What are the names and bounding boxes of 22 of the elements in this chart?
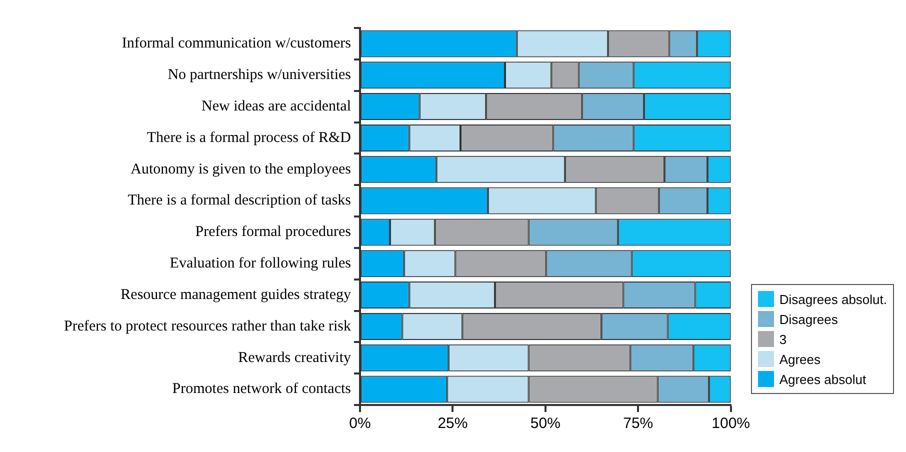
y-tick-label: Evaluation for following rules bbox=[170, 256, 352, 272]
y-tick-label: There is a formal process of R&D bbox=[146, 130, 352, 146]
y-tick-label: Rewards creativity bbox=[238, 350, 352, 366]
y-tick-label: Informal communication w/customers bbox=[122, 36, 352, 52]
y-tick-label: There is a formal description of tasks bbox=[128, 192, 352, 209]
legend-label: 3 bbox=[779, 332, 787, 346]
x-tick-label: 100% bbox=[712, 415, 750, 432]
y-tick-label: Prefers formal procedures bbox=[195, 224, 352, 240]
y-tick-label: No partnerships w/universities bbox=[168, 67, 352, 84]
x-tick-label: 75% bbox=[623, 415, 654, 432]
legend-label: Agrees absolut bbox=[779, 372, 866, 386]
legend-label: Disagrees absolut. bbox=[779, 292, 887, 306]
x-tick-label: 25% bbox=[438, 415, 468, 432]
y-tick-label: Prefers to protect resources rather than take risk bbox=[64, 318, 352, 334]
y-tick-label: Promotes network of contacts bbox=[172, 381, 352, 398]
y-tick-label: Resource management guides strategy bbox=[120, 286, 352, 303]
x-tick-label: 50% bbox=[530, 415, 560, 432]
legend-label: Disagrees bbox=[779, 312, 838, 326]
x-tick-label: 0% bbox=[349, 415, 371, 432]
y-tick-label: Autonomy is given to the employees bbox=[130, 161, 352, 178]
y-tick-label: New ideas are accidental bbox=[202, 98, 351, 114]
legend-label: Agrees bbox=[779, 352, 821, 366]
